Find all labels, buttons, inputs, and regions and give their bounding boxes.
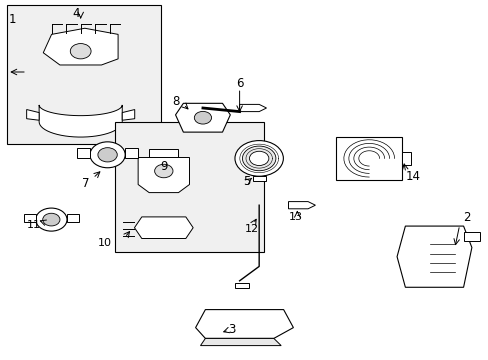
Polygon shape (43, 28, 118, 65)
Circle shape (90, 142, 125, 168)
Text: 1: 1 (8, 13, 16, 26)
Polygon shape (239, 104, 266, 112)
Bar (115, 122, 264, 252)
Circle shape (242, 146, 275, 171)
Bar (7, 5, 161, 144)
Circle shape (234, 140, 283, 176)
Text: 14: 14 (405, 170, 420, 183)
Text: 13: 13 (288, 212, 302, 222)
Polygon shape (77, 148, 90, 158)
Polygon shape (27, 109, 39, 120)
Polygon shape (138, 158, 189, 193)
Text: 6: 6 (235, 77, 243, 90)
Text: 4: 4 (72, 7, 80, 20)
Polygon shape (149, 149, 178, 158)
Text: 10: 10 (98, 238, 112, 248)
Polygon shape (67, 214, 79, 222)
Polygon shape (24, 214, 36, 222)
Text: 7: 7 (81, 177, 89, 190)
Text: 3: 3 (228, 323, 236, 336)
Circle shape (249, 151, 268, 166)
Circle shape (154, 164, 173, 178)
Text: 9: 9 (160, 160, 167, 173)
Circle shape (70, 44, 91, 59)
Polygon shape (396, 226, 471, 287)
Text: 12: 12 (244, 224, 258, 234)
Polygon shape (125, 148, 138, 158)
Polygon shape (335, 137, 402, 180)
Polygon shape (252, 176, 265, 181)
Polygon shape (195, 310, 293, 338)
Polygon shape (134, 217, 193, 239)
Polygon shape (463, 232, 479, 242)
Circle shape (194, 111, 211, 124)
Polygon shape (175, 103, 230, 132)
Polygon shape (234, 283, 249, 288)
Circle shape (42, 213, 60, 226)
Text: 2: 2 (462, 211, 470, 224)
Circle shape (36, 208, 67, 231)
Text: 5: 5 (243, 175, 250, 188)
Polygon shape (200, 338, 281, 346)
Text: 8: 8 (172, 95, 180, 108)
Polygon shape (402, 152, 410, 165)
Circle shape (98, 148, 117, 162)
Text: 11: 11 (27, 220, 41, 230)
Polygon shape (39, 105, 122, 137)
Polygon shape (288, 202, 315, 209)
Polygon shape (122, 109, 134, 120)
